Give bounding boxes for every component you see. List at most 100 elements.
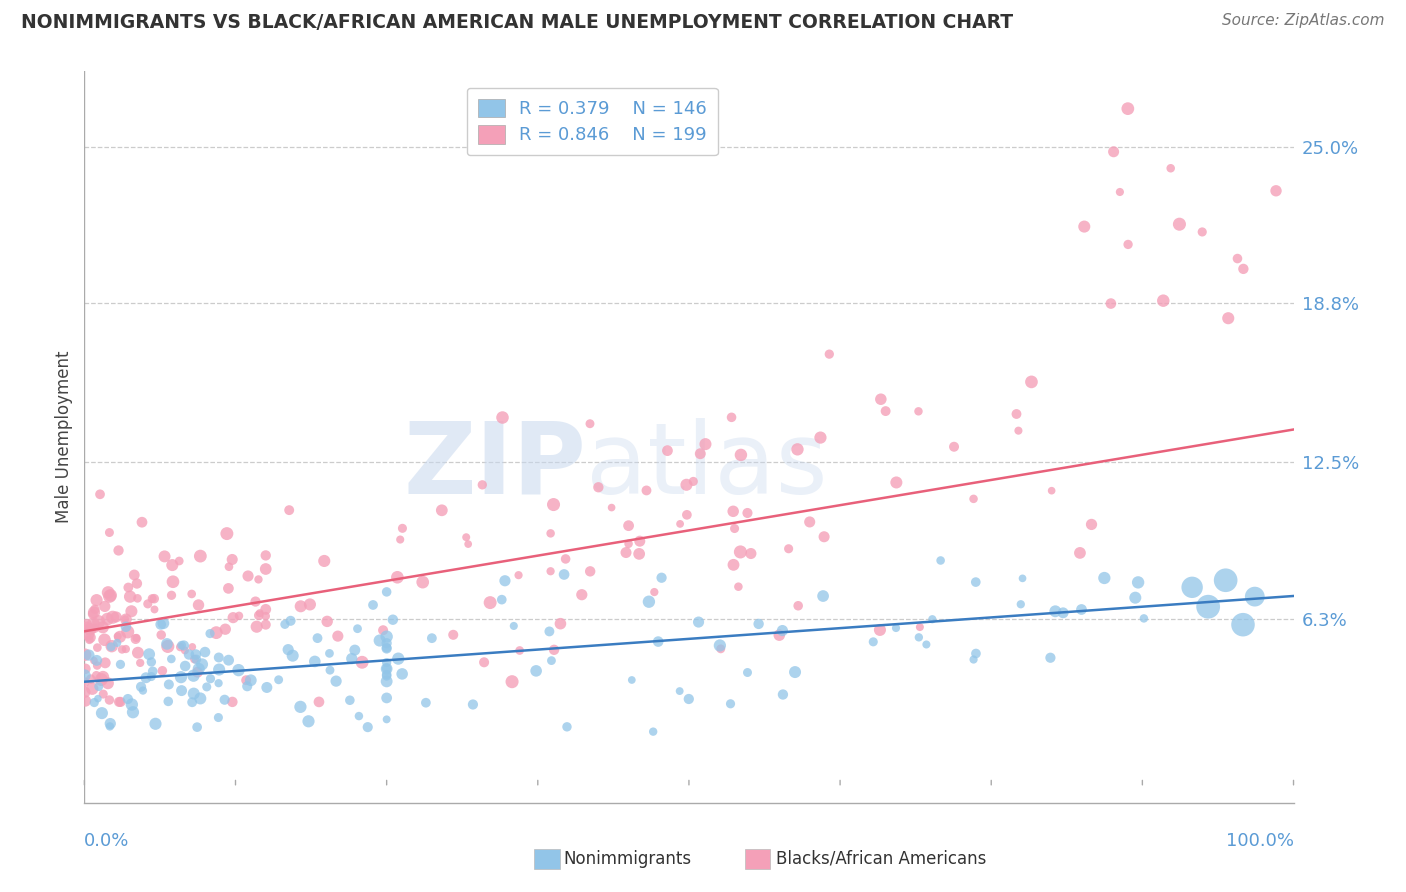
Point bbox=[375, 669, 398, 683]
Point bbox=[1040, 483, 1063, 498]
Point bbox=[75, 617, 97, 632]
Point bbox=[375, 674, 398, 689]
Point bbox=[94, 599, 117, 614]
Point bbox=[1080, 517, 1102, 532]
Point bbox=[381, 613, 404, 627]
Point bbox=[651, 571, 673, 585]
Point bbox=[169, 640, 191, 654]
Point bbox=[778, 541, 800, 556]
Point bbox=[218, 653, 240, 667]
Point bbox=[160, 652, 183, 666]
Point bbox=[181, 640, 204, 654]
Point bbox=[318, 646, 340, 660]
Point bbox=[281, 648, 304, 663]
Point bbox=[415, 696, 437, 710]
Point bbox=[107, 629, 129, 643]
Point bbox=[787, 599, 810, 613]
Point bbox=[689, 447, 711, 461]
Point bbox=[387, 570, 409, 584]
Point bbox=[86, 658, 108, 673]
Point bbox=[98, 525, 121, 540]
Point bbox=[543, 643, 565, 657]
Point bbox=[391, 521, 413, 535]
Point bbox=[1181, 580, 1204, 594]
Point bbox=[117, 581, 139, 595]
Point bbox=[82, 607, 104, 622]
Point bbox=[115, 620, 138, 634]
Point bbox=[97, 585, 120, 599]
Point bbox=[723, 522, 745, 536]
Point bbox=[170, 670, 193, 684]
Point bbox=[420, 631, 443, 645]
Point bbox=[222, 610, 245, 624]
Point bbox=[94, 656, 117, 670]
Point bbox=[184, 648, 207, 662]
Point bbox=[720, 410, 742, 425]
Point bbox=[256, 681, 278, 695]
Point bbox=[138, 647, 160, 661]
Point bbox=[1191, 225, 1213, 239]
Point bbox=[375, 667, 398, 681]
Point bbox=[886, 475, 908, 490]
Text: Blacks/African Americans: Blacks/African Americans bbox=[776, 850, 987, 868]
Point bbox=[298, 598, 321, 612]
Point bbox=[737, 506, 759, 520]
Point bbox=[668, 684, 690, 698]
Point bbox=[347, 709, 370, 723]
Point bbox=[1069, 546, 1091, 560]
Point bbox=[314, 554, 336, 568]
Point bbox=[710, 641, 733, 656]
Point bbox=[97, 676, 120, 690]
Point bbox=[214, 622, 236, 636]
Point bbox=[111, 642, 134, 657]
Point bbox=[127, 591, 149, 606]
Point bbox=[316, 615, 339, 629]
Point bbox=[343, 643, 366, 657]
Point bbox=[375, 641, 398, 656]
Point bbox=[501, 674, 523, 689]
Point bbox=[1092, 571, 1115, 585]
Point bbox=[115, 642, 138, 657]
Point bbox=[540, 654, 562, 668]
Point bbox=[101, 610, 124, 624]
Y-axis label: Male Unemployment: Male Unemployment bbox=[55, 351, 73, 524]
Point bbox=[127, 646, 149, 660]
Point bbox=[86, 668, 108, 682]
Point bbox=[83, 654, 105, 668]
Point bbox=[412, 575, 434, 590]
Point bbox=[278, 503, 301, 517]
Point bbox=[669, 516, 692, 531]
Point bbox=[156, 637, 179, 651]
Point bbox=[1243, 590, 1265, 604]
Point bbox=[1218, 311, 1240, 326]
Point bbox=[221, 552, 243, 566]
Point bbox=[194, 645, 217, 659]
Point bbox=[218, 559, 240, 574]
Point bbox=[375, 640, 398, 655]
Point bbox=[554, 552, 576, 566]
Point bbox=[1232, 261, 1254, 276]
Point bbox=[908, 631, 931, 645]
Point bbox=[371, 624, 394, 638]
Point bbox=[456, 530, 478, 544]
Point bbox=[122, 568, 145, 582]
Point bbox=[207, 676, 229, 690]
Point bbox=[1073, 219, 1095, 234]
Point bbox=[129, 680, 152, 694]
Point bbox=[105, 610, 128, 624]
Point bbox=[472, 655, 495, 669]
Point bbox=[550, 616, 572, 631]
Point bbox=[1039, 650, 1062, 665]
Point bbox=[921, 612, 943, 626]
Text: Nonimmigrants: Nonimmigrants bbox=[564, 850, 692, 868]
Point bbox=[965, 647, 987, 661]
Point bbox=[290, 599, 312, 614]
Point bbox=[290, 699, 312, 714]
Point bbox=[818, 347, 841, 361]
Text: atlas: atlas bbox=[586, 417, 828, 515]
Point bbox=[143, 602, 166, 616]
Point bbox=[75, 662, 97, 676]
Point bbox=[304, 655, 326, 669]
Point bbox=[228, 663, 250, 677]
Point bbox=[509, 643, 531, 657]
